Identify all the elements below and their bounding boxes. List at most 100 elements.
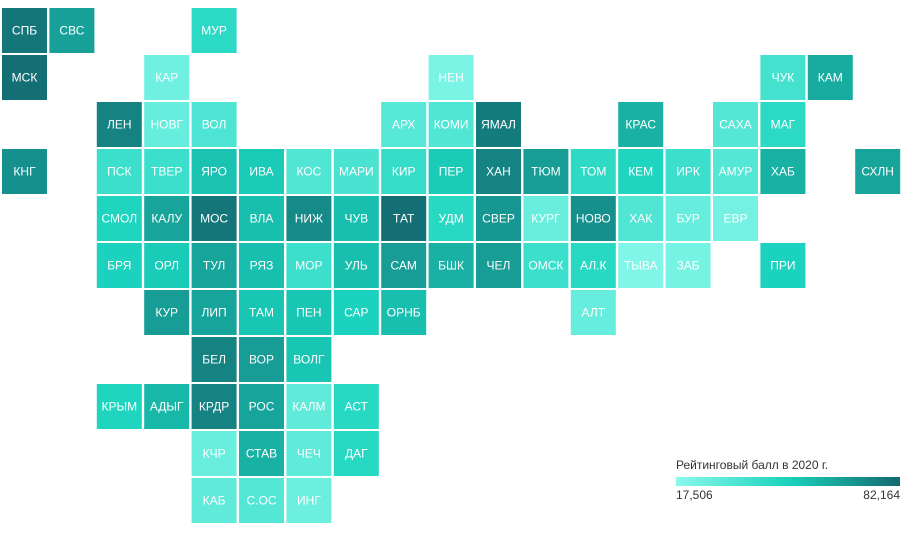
region-tile [333,243,379,288]
region-tile [2,8,47,53]
region-label: ПЕН [296,306,321,320]
legend-max: 82,164 [863,488,900,502]
region-tile [618,196,664,241]
region-label: ПСК [107,165,131,179]
region-label: ХАБ [771,165,795,179]
region-label: ЕВР [723,212,747,226]
region-label: МАРИ [339,165,374,179]
region-label: С.ОС [247,494,277,508]
region-tile [428,149,474,194]
region-label: КРЫМ [101,400,137,414]
region-label: ТЮМ [531,165,560,179]
region-label: НОВО [576,212,611,226]
region-tile [665,149,711,194]
region-tile [239,337,284,382]
region-tile [381,243,427,288]
region-tile [618,243,664,288]
region-label: ПЕР [439,165,464,179]
region-tile [476,102,521,147]
region-label: МСК [12,71,38,85]
region-label: ВОР [249,353,274,367]
region-tile [191,478,237,523]
region-label: ЛЕН [107,118,132,132]
region-label: РЯЗ [250,259,274,273]
region-label: ТВЕР [151,165,182,179]
region-label: КАБ [203,494,226,508]
region-label: КАМ [818,71,843,85]
region-label: ДАГ [345,447,368,461]
region-label: ЧУК [772,71,795,85]
region-tile [239,290,284,335]
region-tile [618,102,664,147]
region-label: УДМ [438,212,463,226]
region-label: ПРИ [770,259,795,273]
region-tile [570,149,616,194]
region-label: БШК [438,259,464,273]
region-tile [286,384,332,429]
region-tile [428,196,474,241]
region-label: АМУР [719,165,753,179]
region-label: ЯМАЛ [481,118,516,132]
region-label: ЧЕЛ [487,259,511,273]
region-tile [428,102,474,147]
region-label: БРЯ [107,259,131,273]
region-tile [333,290,379,335]
legend-title: Рейтинговый балл в 2020 г. [676,458,828,472]
region-label: КЕМ [628,165,653,179]
region-tile [144,290,190,335]
region-label: СМОЛ [101,212,137,226]
region-label: САХА [719,118,751,132]
region-tile [191,384,237,429]
region-tile [286,337,332,382]
region-label: КНГ [13,165,36,179]
region-tile [855,149,901,194]
region-label: НОВГ [150,118,183,132]
region-tile [191,102,237,147]
region-tile [523,243,569,288]
region-label: РОС [249,400,275,414]
region-tile [523,149,569,194]
region-label: ТАМ [249,306,274,320]
region-tile [760,102,806,147]
region-label: МАГ [771,118,796,132]
region-label: ХАН [486,165,511,179]
region-label: КАЛУ [151,212,182,226]
region-label: ХАК [629,212,652,226]
region-label: МОС [200,212,228,226]
region-label: ИНГ [297,494,321,508]
region-label: МОР [295,259,322,273]
legend-min: 17,506 [676,488,713,502]
region-label: ЧУВ [344,212,368,226]
region-label: КИР [392,165,416,179]
region-tile [144,102,190,147]
region-label: КРАС [625,118,656,132]
region-tile [381,290,427,335]
region-tile [144,384,190,429]
region-tile [191,431,237,476]
region-tile [665,196,711,241]
region-label: ЛИП [202,306,227,320]
region-tile [191,149,237,194]
region-tile [286,196,332,241]
region-tile [333,384,379,429]
region-tile [713,102,758,147]
region-tile [333,149,379,194]
region-tile [381,102,427,147]
region-tile [239,196,284,241]
region-tile [49,8,95,53]
region-tile [144,243,190,288]
region-label: БУР [676,212,699,226]
legend-bar [676,477,900,486]
region-label: АЛТ [582,306,606,320]
region-tile [286,478,332,523]
region-tile [570,243,616,288]
region-label: ОРНБ [387,306,421,320]
region-tile [96,384,142,429]
region-tile [333,196,379,241]
region-label: ЧЕЧ [297,447,321,461]
region-tile [239,478,284,523]
region-label: БЕЛ [202,353,226,367]
region-tile [713,196,758,241]
